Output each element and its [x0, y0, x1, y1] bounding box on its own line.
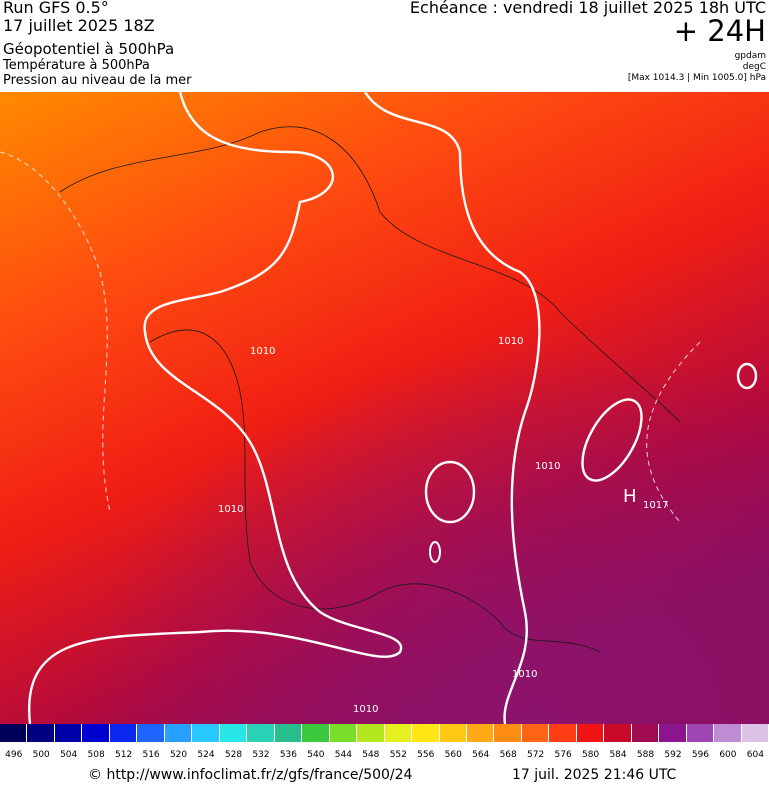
- color-swatch: [329, 724, 358, 742]
- color-swatch: [494, 724, 522, 742]
- colorbar-label: 524: [197, 750, 215, 760]
- color-swatch: [521, 724, 550, 742]
- color-swatch: [219, 724, 248, 742]
- unit: degC: [742, 62, 766, 72]
- echeance: Echéance : vendredi 18 juillet 2025 18h …: [409, 0, 766, 17]
- colorbar-label: 572: [527, 750, 545, 760]
- color-swatch: [549, 724, 577, 742]
- isobar-label: 1010: [498, 336, 523, 347]
- field: Géopotentiel à 500hPa: [3, 40, 175, 58]
- color-swatch: [27, 724, 55, 742]
- color-swatch: [576, 724, 605, 742]
- color-swatch: [466, 724, 495, 742]
- timestamp: 17 juil. 2025 21:46 UTC: [512, 767, 677, 783]
- isobar-label: 1010: [512, 669, 537, 680]
- isobar: [27, 92, 541, 724]
- colorbar-label: 544: [334, 750, 352, 760]
- colorbar-label: 548: [362, 750, 380, 760]
- colorbar-label: 584: [609, 750, 627, 760]
- colorbar-label: 532: [252, 750, 270, 760]
- pressure-center: H: [623, 486, 637, 507]
- color-swatch: [412, 724, 440, 742]
- isobar-label: 1010: [535, 461, 560, 472]
- field: Température à 500hPa: [3, 58, 150, 73]
- color-swatch: [302, 724, 330, 742]
- color-swatch: [604, 724, 632, 742]
- colorbar-label: 496: [5, 750, 23, 760]
- color-swatch: [714, 724, 742, 742]
- run-date: 17 juillet 2025 18Z: [3, 16, 155, 35]
- isobar: [736, 362, 758, 390]
- colorbar-label: 504: [60, 750, 78, 760]
- colorbar-label: 580: [581, 750, 600, 760]
- colorbar-label: 600: [719, 750, 737, 760]
- colorbar-label: 588: [636, 750, 655, 760]
- color-swatch: [357, 724, 385, 742]
- color-swatch: [137, 724, 165, 742]
- isobar: [429, 541, 441, 563]
- coastline: [59, 126, 681, 653]
- isobar: [424, 460, 476, 524]
- color-swatch: [109, 724, 138, 742]
- color-swatch: [384, 724, 413, 742]
- colorbar-label: 516: [142, 750, 160, 760]
- field: Pression au niveau de la mer: [3, 73, 192, 88]
- colorbar-label: 576: [554, 750, 572, 760]
- map: 1010101010101010101010101010H1017L1005: [0, 92, 769, 724]
- color-swatch: [0, 724, 28, 742]
- colorbar-label: 604: [746, 750, 764, 760]
- color-swatch: [247, 724, 275, 742]
- colorbar-label: 552: [389, 750, 407, 760]
- colorbar-label: 556: [417, 750, 435, 760]
- source: © http://www.infoclimat.fr/z/gfs/france/…: [88, 767, 413, 783]
- contour: [0, 151, 701, 523]
- color-swatch: [439, 724, 467, 742]
- labels: 1010101010101010101010101010H1017L1005: [218, 336, 668, 715]
- color-swatch: [274, 724, 303, 742]
- color-swatch: [54, 724, 83, 742]
- colorbar-label: 500: [32, 750, 50, 760]
- unit: gpdam: [734, 51, 766, 61]
- colorbar: [0, 724, 769, 742]
- colorbar-label: 560: [444, 750, 462, 760]
- colorbar-label: 512: [115, 750, 133, 760]
- colorbar-label: 592: [664, 750, 682, 760]
- isobar-label: 1010: [250, 346, 275, 357]
- colorbar-label: 508: [87, 750, 105, 760]
- colorbar-label: 528: [224, 750, 243, 760]
- colorbar-label: 564: [472, 750, 490, 760]
- color-swatch: [82, 724, 110, 742]
- run: Run GFS 0.5°: [3, 0, 109, 17]
- color-swatch: [631, 724, 660, 742]
- isobar-label: 1010: [218, 504, 243, 515]
- colorbar-label: 596: [691, 750, 710, 760]
- isobar: [581, 398, 643, 482]
- color-swatch: [192, 724, 220, 742]
- isobar-label: 1010: [353, 704, 378, 715]
- colorbar-label: 520: [169, 750, 188, 760]
- colorbar-labels: 496 500 504 508 512 516 520 524 528 532 536 540 544 5…: [0, 750, 769, 762]
- color-swatch: [741, 724, 769, 742]
- colorbar-label: 536: [279, 750, 298, 760]
- colorbar-label: 568: [499, 750, 517, 760]
- range: [Max 1014.3 | Min 1005.0] hPa: [627, 73, 766, 83]
- lead-time: + 24H: [673, 14, 766, 48]
- isobar-label: 1017: [643, 500, 668, 511]
- color-swatch: [686, 724, 715, 742]
- color-swatch: [659, 724, 687, 742]
- colorbar-label: 540: [307, 750, 325, 760]
- color-swatch: [164, 724, 193, 742]
